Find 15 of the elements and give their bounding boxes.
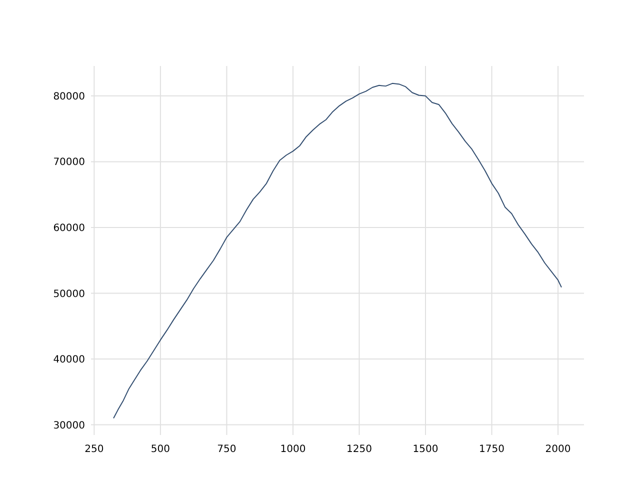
line-series xyxy=(113,82,562,419)
x-tick-label: 250 xyxy=(84,444,104,455)
x-tick-label: 2000 xyxy=(545,444,571,455)
y-tick-label: 50000 xyxy=(53,288,85,300)
x-tick-label: 750 xyxy=(217,444,236,455)
x-tick-label: 500 xyxy=(150,444,170,455)
y-tick-label: 30000 xyxy=(53,420,85,432)
y-tick-label: 60000 xyxy=(53,222,85,234)
y-tick-label: 40000 xyxy=(53,354,85,366)
x-tick-label: 1000 xyxy=(280,444,306,455)
x-tick-label: 1250 xyxy=(346,444,372,455)
y-tick-label: 80000 xyxy=(53,91,85,102)
y-tick-label: 70000 xyxy=(53,157,85,168)
x-tick-label: 1500 xyxy=(412,444,438,455)
x-tick-label: 1750 xyxy=(479,444,504,455)
